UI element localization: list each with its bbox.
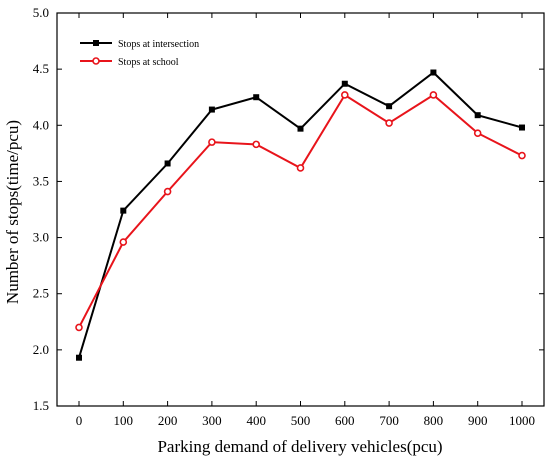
data-point-circle xyxy=(385,119,393,127)
data-point-circle xyxy=(473,129,482,137)
legend-label: Stops at school xyxy=(118,57,179,68)
data-point-square xyxy=(253,94,260,101)
legend-label: Stops at intersection xyxy=(118,39,199,50)
data-point-circle xyxy=(75,323,83,332)
data-point-circle xyxy=(252,140,261,149)
data-point-circle xyxy=(340,91,349,99)
plot-area-frame xyxy=(56,12,545,407)
data-point-square xyxy=(208,106,215,113)
data-point-circle xyxy=(119,238,128,246)
data-point-square xyxy=(341,80,348,87)
data-point-square xyxy=(430,69,437,76)
x-tick-label: 0 xyxy=(76,413,83,428)
y-tick-label: 1.5 xyxy=(33,398,49,413)
data-point-square xyxy=(164,160,171,167)
x-tick-label: 500 xyxy=(291,413,311,428)
data-point-square xyxy=(386,103,393,110)
x-tick-label: 300 xyxy=(202,413,222,428)
x-tick-label: 800 xyxy=(424,413,444,428)
data-point-square xyxy=(297,125,304,132)
x-tick-label: 400 xyxy=(246,413,266,428)
x-axis-title: Parking demand of delivery vehicles(pcu) xyxy=(157,437,442,456)
data-point-circle xyxy=(518,151,526,160)
x-tick-label: 600 xyxy=(335,413,355,428)
y-tick-label: 5.0 xyxy=(33,5,49,20)
y-tick-label: 2.0 xyxy=(33,342,49,357)
x-axis-ticks: 0 100 200 300 400 500 600 700 800 900 1000 xyxy=(76,13,535,428)
data-point-square xyxy=(519,124,525,131)
data-point-square xyxy=(120,207,127,214)
legend-marker-circle xyxy=(92,57,100,65)
x-tick-label: 100 xyxy=(114,413,134,428)
series-layer xyxy=(75,69,526,361)
x-tick-label: 900 xyxy=(468,413,488,428)
data-point-circle xyxy=(429,91,438,99)
y-axis-ticks: 1.5 2.0 2.5 3.0 3.5 4.0 4.5 5.0 xyxy=(33,5,544,413)
legend: Stops at intersection Stops at school xyxy=(80,39,199,68)
y-tick-label: 2.5 xyxy=(33,286,49,301)
y-axis-title: Number of stops(time/pcu) xyxy=(3,120,22,304)
x-tick-label: 700 xyxy=(379,413,399,428)
legend-marker-square xyxy=(93,40,99,46)
y-tick-label: 3.0 xyxy=(33,230,49,245)
y-tick-label: 4.0 xyxy=(33,117,49,132)
data-point-circle xyxy=(296,164,305,172)
y-tick-label: 4.5 xyxy=(33,61,49,76)
data-point-square xyxy=(474,112,481,119)
data-point-square xyxy=(76,354,82,361)
x-tick-label: 1000 xyxy=(509,413,535,428)
data-point-circle xyxy=(208,138,216,146)
y-tick-label: 3.5 xyxy=(33,173,49,188)
data-point-circle xyxy=(163,187,172,196)
x-tick-label: 200 xyxy=(158,413,178,428)
